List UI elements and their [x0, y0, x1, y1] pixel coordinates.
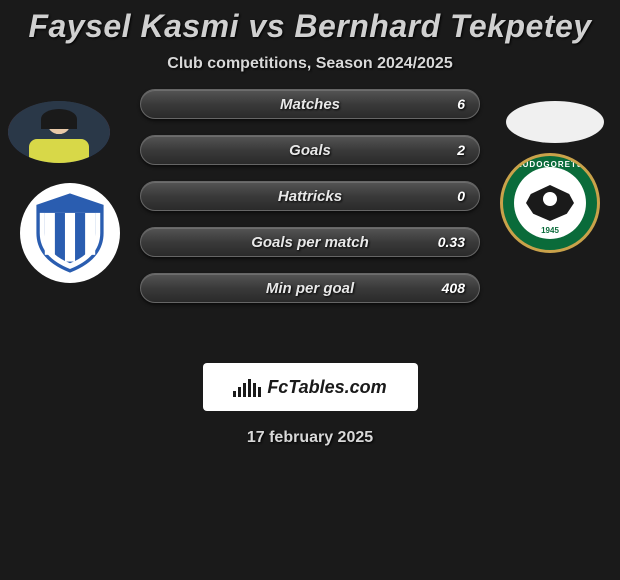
stat-row-mpg: Min per goal 408 [140, 273, 480, 303]
page-title: Faysel Kasmi vs Bernhard Tekpetey [0, 8, 620, 45]
stat-right-value: 2 [457, 142, 465, 158]
player-right-placeholder [506, 101, 604, 143]
stat-row-hattricks: Hattricks 0 [140, 181, 480, 211]
club-right-badge: LUDOGORETS 1945 [500, 153, 600, 253]
stat-row-goals: Goals 2 [140, 135, 480, 165]
stat-right-value: 408 [442, 280, 465, 296]
stat-row-gpm: Goals per match 0.33 [140, 227, 480, 257]
stat-label: Hattricks [278, 188, 342, 205]
main-area: LUDOGORETS 1945 Matches 6 Goals 2 Hattri… [0, 101, 620, 351]
stat-label: Min per goal [266, 280, 354, 297]
stat-right-value: 0 [457, 188, 465, 204]
player-left-photo [8, 101, 110, 163]
stat-label: Goals per match [251, 234, 369, 251]
stats-column: Matches 6 Goals 2 Hattricks 0 Goals per … [140, 89, 480, 319]
stat-right-value: 6 [457, 96, 465, 112]
stat-label: Goals [289, 142, 331, 159]
club-right-year: 1945 [541, 226, 559, 235]
subtitle: Club competitions, Season 2024/2025 [0, 55, 620, 73]
shield-icon [28, 191, 112, 275]
stat-right-value: 0.33 [438, 234, 465, 250]
stat-label: Matches [280, 96, 340, 113]
brand-text: FcTables.com [267, 377, 386, 398]
brand-box[interactable]: FcTables.com [203, 363, 418, 411]
bars-icon [233, 377, 261, 397]
club-left-badge [20, 183, 120, 283]
comparison-card: Faysel Kasmi vs Bernhard Tekpetey Club c… [0, 0, 620, 447]
eagle-icon [526, 185, 574, 221]
stat-row-matches: Matches 6 [140, 89, 480, 119]
date-line: 17 february 2025 [0, 429, 620, 447]
